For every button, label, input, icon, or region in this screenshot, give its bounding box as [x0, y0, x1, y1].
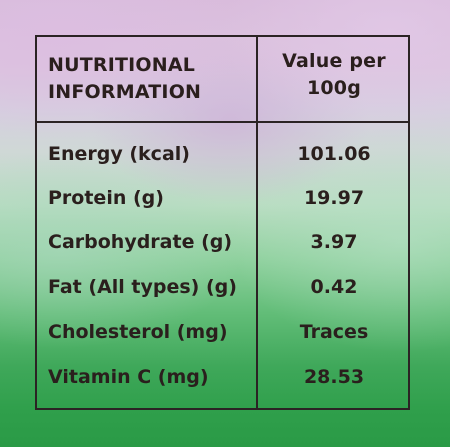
row-label: Vitamin C (mg): [48, 366, 209, 388]
table-row-fat: Fat (All types) (g) 0.42: [35, 265, 410, 309]
row-value: 0.42: [310, 276, 358, 298]
table-row-cholesterol: Cholesterol (mg) Traces: [35, 310, 410, 354]
header-right-line-1: Value per: [282, 50, 386, 72]
header-value-per-100g: Value per 100g: [258, 48, 410, 102]
header-divider: [35, 121, 410, 123]
row-label: Protein (g): [48, 187, 164, 209]
table-row-energy: Energy (kcal) 101.06: [35, 132, 410, 176]
header-left-line-1: NUTRITIONAL: [48, 54, 196, 76]
table-row-vitamin-c: Vitamin C (mg) 28.53: [35, 355, 410, 399]
header-nutritional-information: NUTRITIONAL INFORMATION: [48, 52, 253, 106]
row-label: Fat (All types) (g): [48, 276, 237, 298]
row-value: 3.97: [310, 231, 358, 253]
table-row-carbohydrate: Carbohydrate (g) 3.97: [35, 220, 410, 264]
row-label: Carbohydrate (g): [48, 231, 233, 253]
row-value: 101.06: [297, 143, 371, 165]
header-right-line-2: 100g: [306, 77, 362, 99]
header-left-line-2: INFORMATION: [48, 81, 202, 103]
row-label: Energy (kcal): [48, 143, 190, 165]
row-value: Traces: [299, 321, 369, 343]
column-divider: [256, 35, 258, 410]
nutrition-table-border: [35, 35, 410, 410]
row-value: 28.53: [303, 366, 365, 388]
row-label: Cholesterol (mg): [48, 321, 228, 343]
table-row-protein: Protein (g) 19.97: [35, 176, 410, 220]
row-value: 19.97: [303, 187, 365, 209]
